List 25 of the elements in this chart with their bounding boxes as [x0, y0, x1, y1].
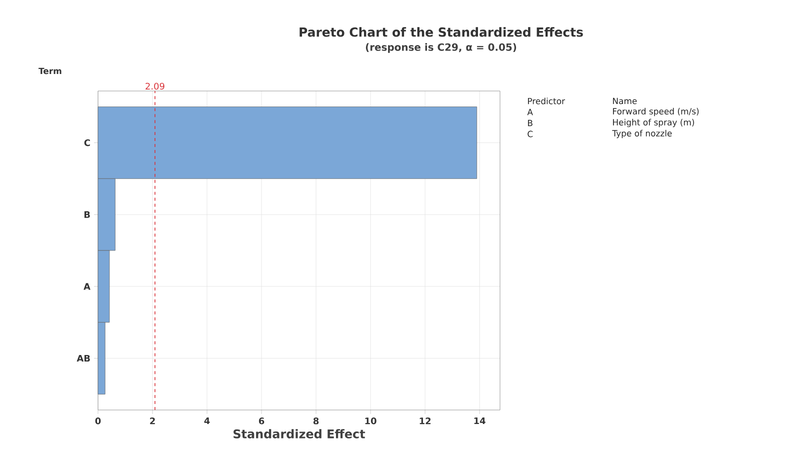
x-axis-title: Standardized Effect — [234, 429, 366, 438]
text: A — [527, 108, 533, 116]
y-axis-title: Term — [38, 68, 62, 74]
y-tick-label: C — [84, 139, 90, 146]
x-tick-label: 0 — [95, 418, 101, 424]
y-tick-label: B — [84, 211, 90, 218]
x-tick-label: 12 — [420, 418, 431, 424]
text: Name — [613, 98, 637, 104]
text: Predictor — [528, 98, 566, 104]
text: Height of spray (m) — [613, 118, 694, 128]
text: Forward speed (m/s) — [613, 108, 699, 116]
chart-subtitle: (response is C29, α = 0.05) — [366, 43, 516, 53]
x-tick-label: 14 — [474, 418, 486, 424]
ref-line-label: 2.09 — [146, 82, 164, 90]
text: Type of nozzle — [612, 130, 672, 138]
x-tick-label: 4 — [204, 418, 210, 424]
chart-title: Pareto Chart of the Standardized Effects — [300, 27, 583, 37]
x-tick-label: 8 — [313, 418, 319, 424]
text: B — [528, 120, 532, 126]
x-tick-label: 10 — [365, 418, 376, 424]
y-tick-label: AB — [76, 355, 90, 362]
x-tick-label: 2 — [150, 418, 155, 424]
x-tick-label: 6 — [258, 418, 264, 424]
y-tick-label: A — [84, 283, 90, 290]
text: C — [528, 130, 533, 138]
